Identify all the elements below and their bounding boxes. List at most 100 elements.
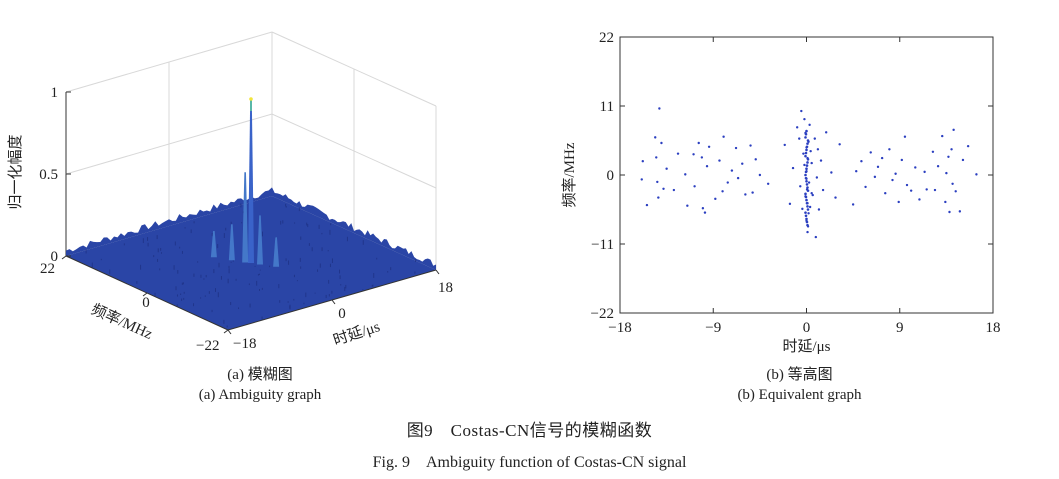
data-point bbox=[800, 109, 803, 113]
data-point bbox=[722, 135, 725, 138]
data-point bbox=[804, 192, 807, 196]
data-point bbox=[808, 123, 811, 127]
data-point bbox=[945, 171, 948, 175]
data-point bbox=[948, 210, 951, 214]
z-tick-label: 0.5 bbox=[39, 167, 58, 183]
surface bbox=[66, 97, 436, 330]
figure-caption-cn: 图9 Costas-CN信号的模糊函数 bbox=[406, 421, 653, 440]
data-point bbox=[884, 191, 887, 195]
data-point bbox=[804, 214, 808, 218]
data-point bbox=[805, 148, 808, 152]
data-point bbox=[788, 202, 792, 206]
data-point bbox=[801, 207, 804, 211]
data-point bbox=[807, 212, 810, 215]
data-point bbox=[805, 129, 808, 133]
data-point bbox=[697, 141, 700, 145]
data-point bbox=[798, 137, 801, 140]
data-point bbox=[805, 217, 808, 221]
y-tick bbox=[61, 255, 67, 260]
x-tick-label: 0 bbox=[803, 320, 811, 336]
surface-peak bbox=[256, 215, 263, 265]
data-point bbox=[809, 149, 812, 153]
data-point bbox=[804, 170, 808, 174]
data-point bbox=[804, 176, 808, 180]
data-point bbox=[923, 170, 926, 174]
x-tick-label: −18 bbox=[608, 320, 631, 336]
data-point bbox=[821, 188, 825, 192]
x-axis-title: 时延/μs bbox=[782, 338, 830, 355]
surface-peak bbox=[242, 172, 249, 263]
data-point bbox=[806, 208, 810, 211]
data-point bbox=[804, 151, 808, 155]
ambiguity-caption-cn: (a) 模糊图 bbox=[227, 367, 293, 383]
data-point bbox=[703, 211, 707, 214]
data-point bbox=[766, 182, 770, 185]
data-point bbox=[721, 190, 724, 193]
data-point bbox=[783, 143, 786, 147]
data-point bbox=[805, 201, 809, 205]
data-point bbox=[814, 235, 818, 239]
data-point bbox=[654, 136, 657, 139]
data-point bbox=[707, 145, 711, 148]
data-point bbox=[873, 175, 877, 179]
data-point bbox=[855, 170, 858, 173]
data-point bbox=[700, 156, 704, 159]
data-point bbox=[830, 171, 833, 174]
data-point bbox=[705, 165, 709, 168]
data-point bbox=[851, 203, 855, 206]
data-point bbox=[701, 207, 705, 210]
data-point bbox=[838, 143, 841, 146]
data-point bbox=[894, 172, 897, 175]
y-tick-label: −22 bbox=[591, 306, 614, 322]
data-point bbox=[807, 181, 811, 184]
x-tick-label-mid: 0 bbox=[338, 306, 346, 322]
data-point bbox=[816, 148, 820, 151]
data-point bbox=[641, 160, 644, 163]
ambiguity-panel: 0 0.5 1 22 0 −22 −18 0 18 归一化幅度 频率/MHz 时延/μs (a) 模糊… bbox=[0, 0, 520, 410]
data-point bbox=[718, 159, 721, 162]
data-point bbox=[741, 162, 744, 165]
y-tick bbox=[142, 292, 148, 297]
data-point bbox=[806, 158, 810, 161]
data-point bbox=[804, 154, 807, 158]
data-point bbox=[803, 117, 806, 121]
x-tick bbox=[331, 299, 336, 305]
z-axis-title: 归一化幅度 bbox=[7, 134, 24, 209]
x-tick-label: 18 bbox=[986, 320, 1001, 336]
data-point bbox=[966, 144, 970, 148]
data-point bbox=[676, 152, 680, 155]
data-point bbox=[805, 198, 808, 202]
contour-scatter-chart: −18 −9 0 9 18 22 11 0 −11 −22 时延/μs 频率/MHz bbox=[561, 30, 1001, 355]
data-point bbox=[806, 230, 809, 234]
surface-roughness bbox=[66, 187, 436, 270]
data-point bbox=[903, 135, 907, 138]
data-point bbox=[730, 169, 734, 172]
data-point bbox=[744, 193, 747, 196]
z-tick-label: 1 bbox=[51, 85, 59, 101]
data-point bbox=[749, 144, 752, 147]
data-point bbox=[961, 158, 965, 162]
data-point bbox=[686, 204, 689, 207]
y-tick bbox=[223, 329, 229, 334]
data-point bbox=[758, 173, 762, 177]
data-point bbox=[805, 179, 808, 183]
data-point bbox=[952, 128, 955, 132]
x-tick bbox=[227, 329, 232, 335]
data-point bbox=[693, 185, 696, 188]
data-point bbox=[931, 150, 935, 153]
x-axis-title: 时延/μs bbox=[331, 318, 382, 349]
data-point bbox=[958, 210, 962, 213]
y-tick-label-mid: 0 bbox=[142, 295, 150, 311]
data-point bbox=[810, 191, 813, 195]
data-point bbox=[805, 164, 809, 167]
x-tick-label-right: 18 bbox=[438, 280, 453, 296]
data-point bbox=[736, 176, 740, 180]
data-point bbox=[804, 211, 807, 214]
peak-tip bbox=[249, 97, 253, 101]
data-point bbox=[810, 161, 813, 165]
data-point bbox=[950, 148, 953, 151]
data-point bbox=[754, 158, 757, 161]
surface-peak bbox=[228, 224, 235, 261]
y-tick-label: −11 bbox=[591, 237, 614, 253]
